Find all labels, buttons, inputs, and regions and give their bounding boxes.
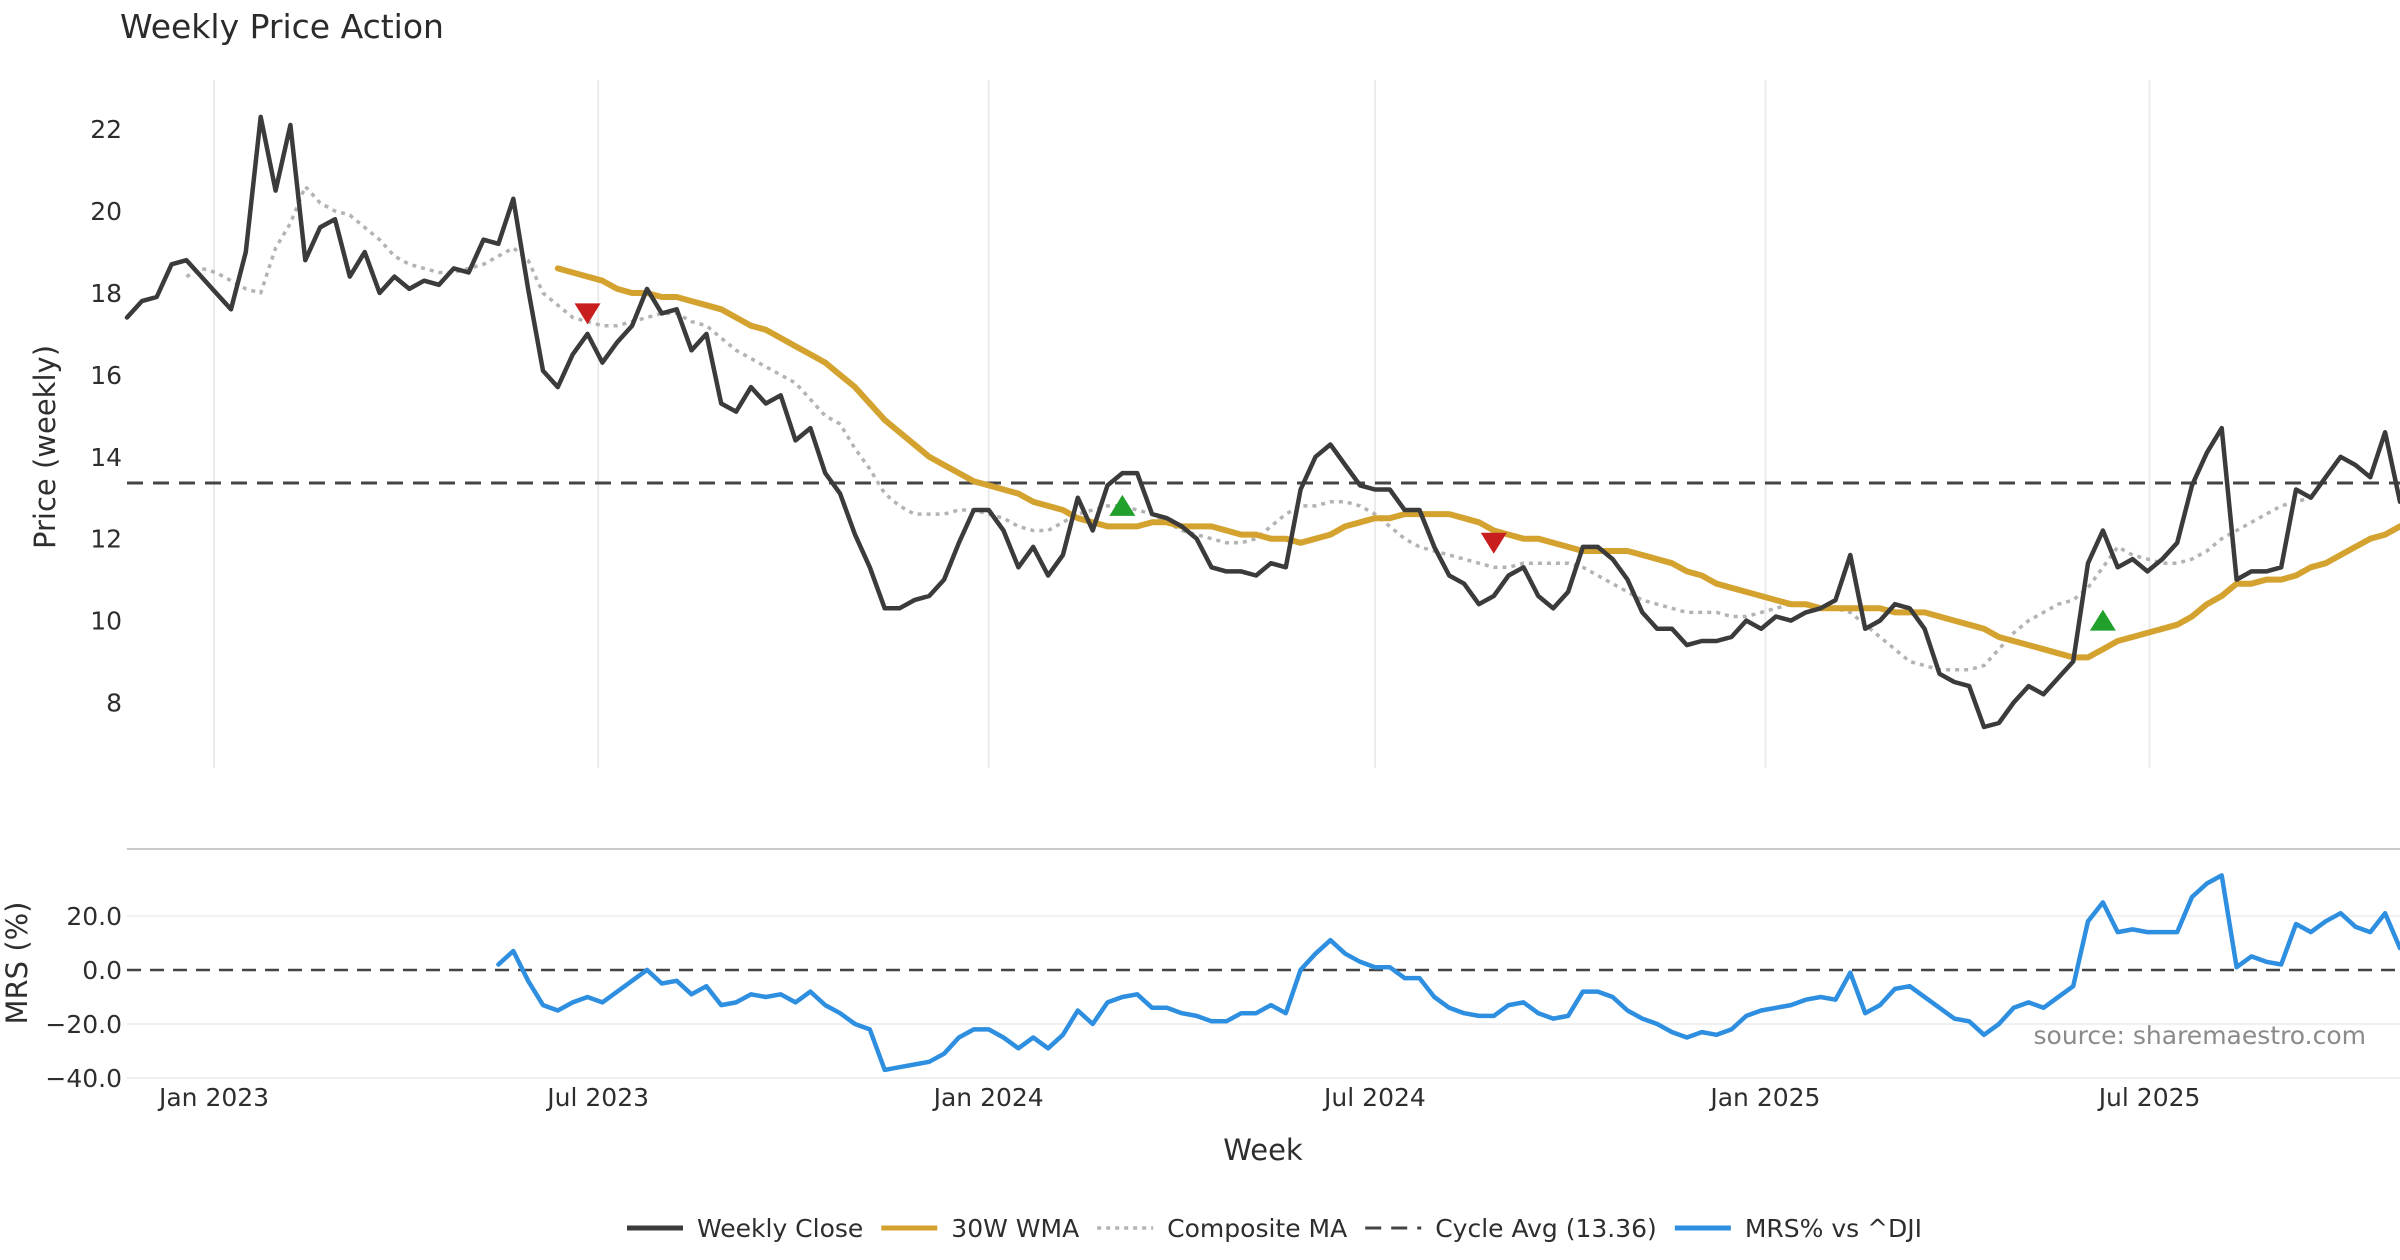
- price-y-tick-label: 10: [90, 607, 122, 636]
- mrs-gridlines: [127, 914, 2400, 1079]
- sell-signal-marker: [1480, 532, 1507, 554]
- legend-item: Weekly Close: [627, 1214, 863, 1243]
- price-y-tick-label: 16: [90, 361, 122, 390]
- legend-label: Composite MA: [1167, 1214, 1347, 1243]
- x-tick-label: Jan 2024: [932, 1083, 1044, 1112]
- legend-item: Cycle Avg (13.36): [1365, 1214, 1657, 1243]
- price-gridlines: [213, 80, 2151, 768]
- legend: Weekly Close 30W WMA Composite MA Cycle Avg…: [627, 1214, 1922, 1243]
- price-y-tick-label: 18: [90, 279, 122, 308]
- mrs-y-tick-label: −20.0: [45, 1010, 122, 1039]
- x-tick-label: Jan 2025: [1708, 1083, 1820, 1112]
- mrs-y-ticks: 20.0 0.0 −20.0 −40.0: [45, 902, 122, 1093]
- mrs-y-tick-label: 0.0: [82, 956, 122, 985]
- legend-label: 30W WMA: [951, 1214, 1079, 1243]
- mrs-y-tick-label: 20.0: [66, 902, 122, 931]
- price-series: [124, 114, 2400, 730]
- legend-item: MRS% vs ^DJI: [1674, 1214, 1922, 1243]
- x-tick-label: Jul 2023: [545, 1083, 649, 1112]
- price-y-tick-label: 12: [90, 525, 122, 554]
- price-y-axis-label: Price (weekly): [28, 345, 62, 549]
- signal-markers: [574, 303, 2116, 631]
- x-tick-label: Jul 2024: [1322, 1083, 1426, 1112]
- legend-item: 30W WMA: [881, 1214, 1079, 1243]
- x-tick-label: Jul 2025: [2097, 1083, 2201, 1112]
- mrs-y-axis-label: MRS (%): [0, 902, 34, 1025]
- chart-title: Weekly Price Action: [120, 7, 444, 46]
- mrs-y-tick-label: −40.0: [45, 1064, 122, 1093]
- source-annotation: source: sharemaestro.com: [2034, 1021, 2367, 1050]
- series-mrs-vs-dji: [496, 873, 2400, 1073]
- buy-signal-marker: [2089, 609, 2116, 631]
- buy-signal-marker: [1109, 494, 1136, 516]
- series-30w-wma: [554, 265, 2400, 661]
- series-composite-ma: [185, 184, 2312, 672]
- legend-label: Cycle Avg (13.36): [1435, 1214, 1657, 1243]
- mrs-panel: 20.0 0.0 −20.0 −40.0 MRS (%) source: sharem…: [0, 873, 2400, 1093]
- sell-signal-marker: [574, 303, 601, 325]
- x-axis-label: Week: [1223, 1133, 1303, 1167]
- mrs-series: [496, 873, 2400, 1073]
- price-y-ticks: 8 10 12 14 16 18 20 22: [90, 115, 122, 717]
- price-y-tick-label: 22: [90, 115, 122, 144]
- series-weekly-close: [124, 114, 2400, 730]
- x-tick-label: Jan 2023: [157, 1083, 269, 1112]
- price-y-tick-label: 14: [90, 443, 122, 472]
- price-y-tick-label: 20: [90, 197, 122, 226]
- x-axis-ticks: Jan 2023 Jul 2023 Jan 2024 Jul 2024 Jan 2025…: [157, 1083, 2200, 1112]
- price-y-tick-label: 8: [106, 688, 122, 717]
- price-panel: 8 10 12 14 16 18 20 22 Price (weekly): [28, 80, 2400, 768]
- legend-label: Weekly Close: [697, 1214, 863, 1243]
- legend-item: Composite MA: [1097, 1214, 1347, 1243]
- legend-label: MRS% vs ^DJI: [1745, 1214, 1922, 1243]
